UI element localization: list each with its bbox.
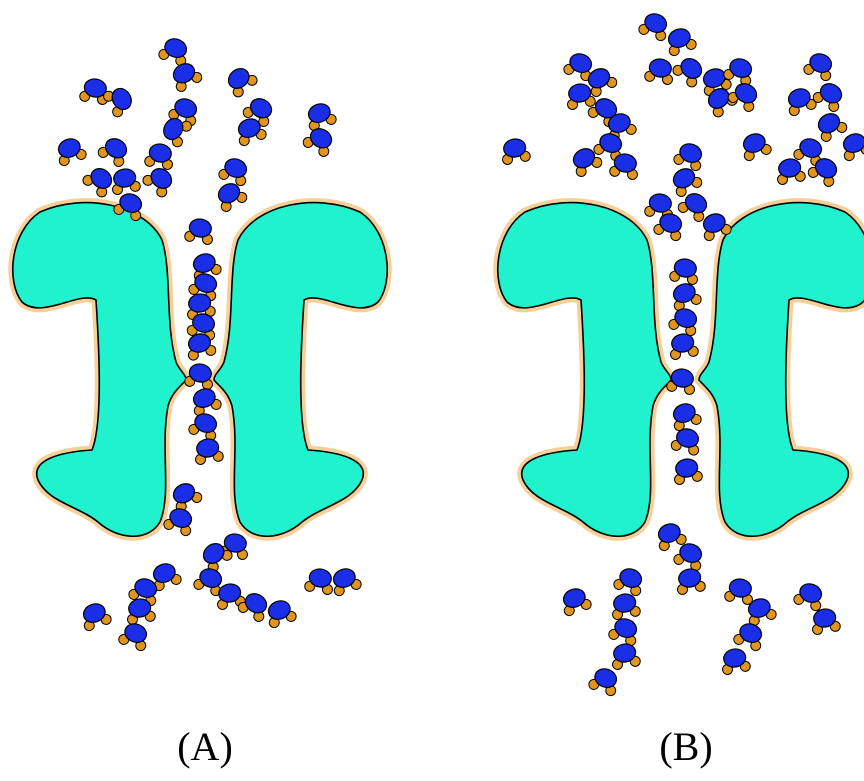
water-molecule bbox=[52, 134, 89, 168]
water-molecule bbox=[191, 436, 225, 466]
panel-label: (A) bbox=[177, 724, 233, 769]
water-molecule bbox=[725, 77, 764, 114]
water-molecule bbox=[810, 77, 849, 114]
water-molecule bbox=[183, 216, 217, 246]
water-molecule bbox=[216, 154, 253, 188]
water-molecule bbox=[668, 256, 702, 286]
water-molecule bbox=[737, 129, 774, 163]
water-molecule bbox=[666, 304, 703, 338]
water-molecule bbox=[183, 361, 217, 391]
water-molecule bbox=[77, 599, 114, 633]
water-molecule bbox=[723, 576, 757, 606]
water-molecule bbox=[80, 161, 119, 200]
water-molecule bbox=[143, 141, 177, 171]
water-molecule bbox=[718, 646, 752, 676]
water-molecule bbox=[651, 209, 688, 243]
water-molecule bbox=[95, 132, 134, 169]
water-molecule bbox=[673, 566, 707, 596]
water-molecule bbox=[669, 425, 704, 457]
water-molecule bbox=[667, 399, 704, 433]
water-molecule bbox=[221, 61, 260, 100]
water-molecule bbox=[557, 584, 594, 618]
water-molecule bbox=[662, 24, 699, 58]
water-molecule bbox=[773, 156, 807, 186]
water-molecule bbox=[671, 139, 708, 173]
water-molecule bbox=[186, 409, 223, 443]
water-molecule bbox=[667, 279, 704, 313]
water-molecule bbox=[303, 566, 337, 596]
water-molecule bbox=[791, 579, 828, 613]
water-molecule bbox=[643, 56, 677, 86]
water-molecule bbox=[606, 614, 643, 648]
water-molecule bbox=[166, 57, 205, 94]
water-molecule bbox=[808, 606, 842, 636]
water-molecule bbox=[666, 331, 700, 361]
water-molecule bbox=[801, 49, 838, 83]
water-molecule bbox=[608, 641, 642, 671]
water-molecule bbox=[108, 166, 142, 196]
water-molecule bbox=[611, 564, 648, 598]
water-molecule bbox=[811, 107, 850, 144]
panel-label: (B) bbox=[659, 724, 712, 769]
water-molecule bbox=[327, 564, 364, 598]
water-molecule bbox=[731, 619, 768, 653]
water-molecule bbox=[166, 477, 205, 514]
water-molecule bbox=[140, 161, 179, 200]
water-molecule bbox=[101, 81, 138, 120]
water-molecule bbox=[262, 596, 299, 630]
water-molecule bbox=[671, 539, 708, 573]
water-molecule bbox=[235, 587, 274, 624]
water-molecule bbox=[670, 51, 709, 90]
water-molecule bbox=[498, 136, 532, 166]
water-molecule bbox=[670, 456, 704, 486]
water-molecule bbox=[156, 34, 193, 68]
water-molecule bbox=[302, 99, 339, 133]
water-molecule bbox=[837, 129, 864, 163]
water-molecule bbox=[300, 122, 339, 159]
water-molecule bbox=[782, 84, 819, 118]
water-molecule bbox=[116, 619, 153, 653]
water-molecule bbox=[636, 9, 673, 43]
